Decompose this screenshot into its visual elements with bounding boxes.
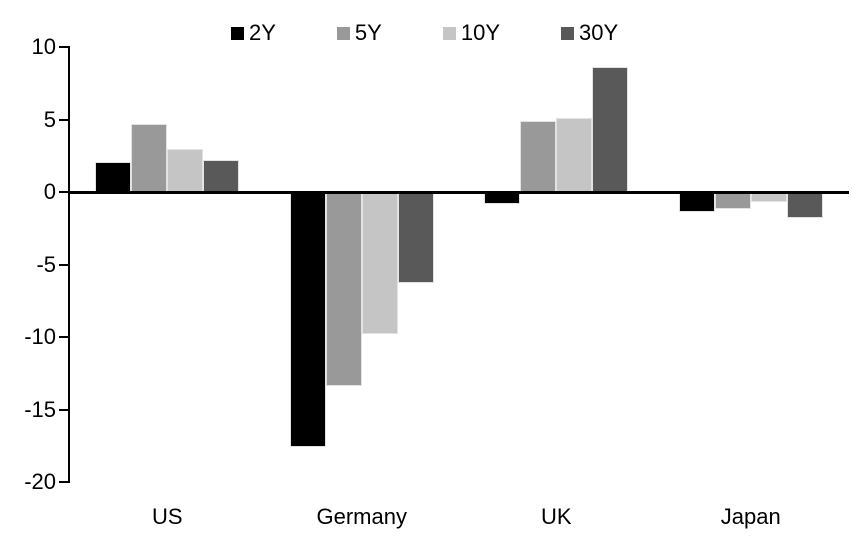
bar-japan-2y [678,192,715,213]
y-tick-label: -10 [24,324,56,349]
y-tick-mark [59,191,68,193]
y-tick-label: -15 [24,396,56,422]
y-tick-mark [59,336,68,338]
bar-germany-2y [289,192,326,448]
y-tick-label: 0 [43,179,56,204]
bar-us-2y [95,161,132,192]
bar-japan-5y [714,192,751,210]
y-tick-label: -5 [36,251,56,277]
x-category-label-germany: Germany [316,504,407,529]
legend-label: 10Y [460,20,500,45]
y-tick-label: 10 [31,34,56,59]
y-tick-label: 5 [43,106,56,132]
legend-label: 5Y [354,20,382,45]
legend-label: 30Y [579,20,619,45]
bar-uk-5y [520,120,557,192]
y-tick-mark [59,481,68,483]
bar-japan-10y [750,192,787,203]
bar-germany-30y [397,192,434,284]
legend-item-10y: 10Y [442,20,500,46]
x-category-label-japan: Japan [720,504,781,529]
legend-item-5y: 5Y [336,20,382,46]
y-tick-mark [59,118,68,121]
x-category-label-uk: UK [540,504,572,529]
legend-swatch-icon [336,26,350,40]
x-category-label-us: US [151,504,183,529]
bar-us-5y [131,123,168,192]
legend-swatch-icon [442,26,456,40]
bar-uk-30y [592,67,629,192]
y-axis-line [68,46,70,483]
bar-us-10y [167,148,204,192]
bar-japan-30y [786,192,823,219]
y-tick-mark [59,263,68,266]
y-tick-label: -20 [24,469,56,494]
y-tick-mark [59,46,68,48]
bar-uk-10y [556,118,593,192]
legend-label: 2Y [249,20,276,45]
legend-item-2y: 2Y [231,20,276,46]
legend-swatch-icon [231,26,244,40]
bar-germany-10y [361,192,398,335]
y-tick-mark [59,408,68,411]
bar-uk-2y [484,192,521,204]
legend-item-30y: 30Y [561,20,618,46]
legend-swatch-icon [561,26,574,40]
legend: 2Y 5Y 10Y 30Y [231,20,618,46]
bar-germany-5y [325,192,362,387]
bar-us-30y [203,160,240,192]
zero-baseline [70,190,849,194]
